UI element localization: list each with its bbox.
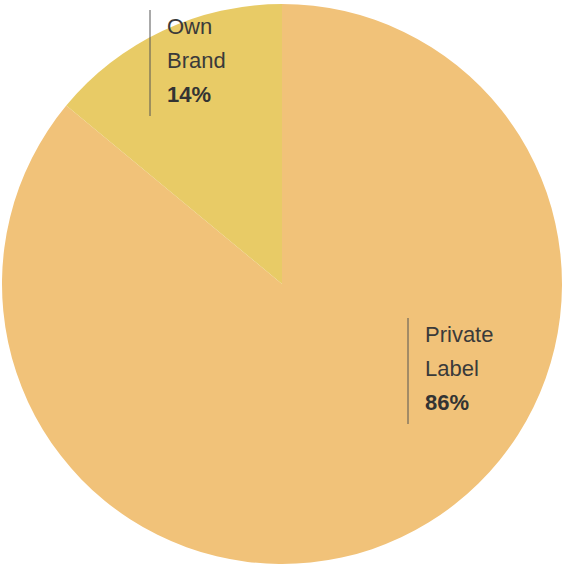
data-labels: PrivateLabel 86% OwnBrand 14%: [150, 10, 493, 424]
pie: [2, 4, 562, 564]
slice-label: OwnBrand 14%: [150, 10, 226, 116]
pie-slice: [66, 4, 282, 284]
category-label: OwnBrand: [167, 14, 226, 73]
slice-label: PrivateLabel 86%: [408, 318, 493, 424]
value-label: 14%: [167, 82, 211, 107]
label-rule: [408, 318, 409, 424]
pie-slice: [2, 4, 562, 564]
value-label: 86%: [425, 390, 469, 415]
label-rule: [150, 10, 151, 116]
category-label: PrivateLabel: [425, 322, 493, 381]
chart: PrivateLabel 86% OwnBrand 14%: [0, 0, 563, 568]
